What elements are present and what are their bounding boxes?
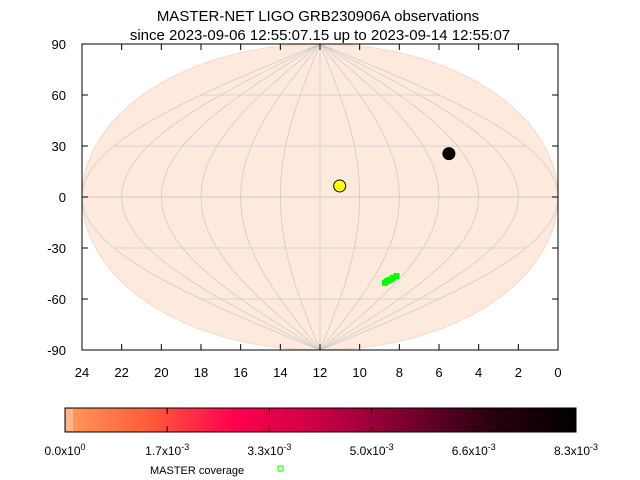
x-tick-label: 24 [75,365,89,380]
x-axis: 24 22 20 18 16 14 12 10 8 6 4 2 0 [75,44,562,380]
colorbar-tick-label: 6.6x10-3 [452,442,496,458]
x-tick-label: 16 [233,365,247,380]
plot-area [81,43,559,351]
x-tick-label: 18 [194,365,208,380]
x-tick-label: 2 [515,365,522,380]
x-tick-label: 20 [154,365,168,380]
x-tick-label: 6 [435,365,442,380]
x-tick-label: 22 [114,365,128,380]
x-tick-label: 4 [475,365,482,380]
colorbar-tick-label: 5.0x10-3 [350,442,394,458]
x-tick-label: 14 [273,365,287,380]
chart-title: MASTER-NET LIGO GRB230906A observations [157,8,479,25]
x-tick-label: 8 [396,365,403,380]
colorbar-gradient [64,407,577,433]
colorbar-tick-label: 1.7x10-3 [145,442,189,458]
colorbar-tick-label: 3.3x10-3 [247,442,291,458]
legend-label: MASTER coverage [150,465,244,477]
coverage-point [381,279,388,286]
coverage-point [393,273,400,280]
x-tick-label: 0 [554,365,561,380]
graticule [82,44,558,350]
colorbar-tick-label: 0.0x100 [44,442,85,458]
y-tick-label: 60 [52,88,66,103]
y-tick-label: -60 [47,292,66,307]
y-tick-label: 90 [52,37,66,52]
y-tick-label: 0 [59,190,66,205]
y-tick-label: 30 [52,139,66,154]
x-tick-label: 12 [313,365,327,380]
black-point [442,147,456,161]
legend-swatch [277,465,284,472]
yellow-point [333,179,347,193]
y-tick-label: -90 [47,343,66,358]
y-axis: 90 60 30 0 -30 -60 -90 [47,37,558,358]
colorbar-low-segment [66,409,73,431]
coverage-point [385,277,392,284]
y-tick-label: -30 [47,241,66,256]
colorbar: 0.0x100 1.7x10-3 3.3x10-3 5.0x10-3 6.6x10-3 8… [44,407,598,458]
chart-subtitle: since 2023-09-06 12:55:07.15 up to 2023-… [130,27,510,44]
colorbar-tick-label: 8.3x10-3 [554,442,598,458]
x-tick-label: 10 [352,365,366,380]
